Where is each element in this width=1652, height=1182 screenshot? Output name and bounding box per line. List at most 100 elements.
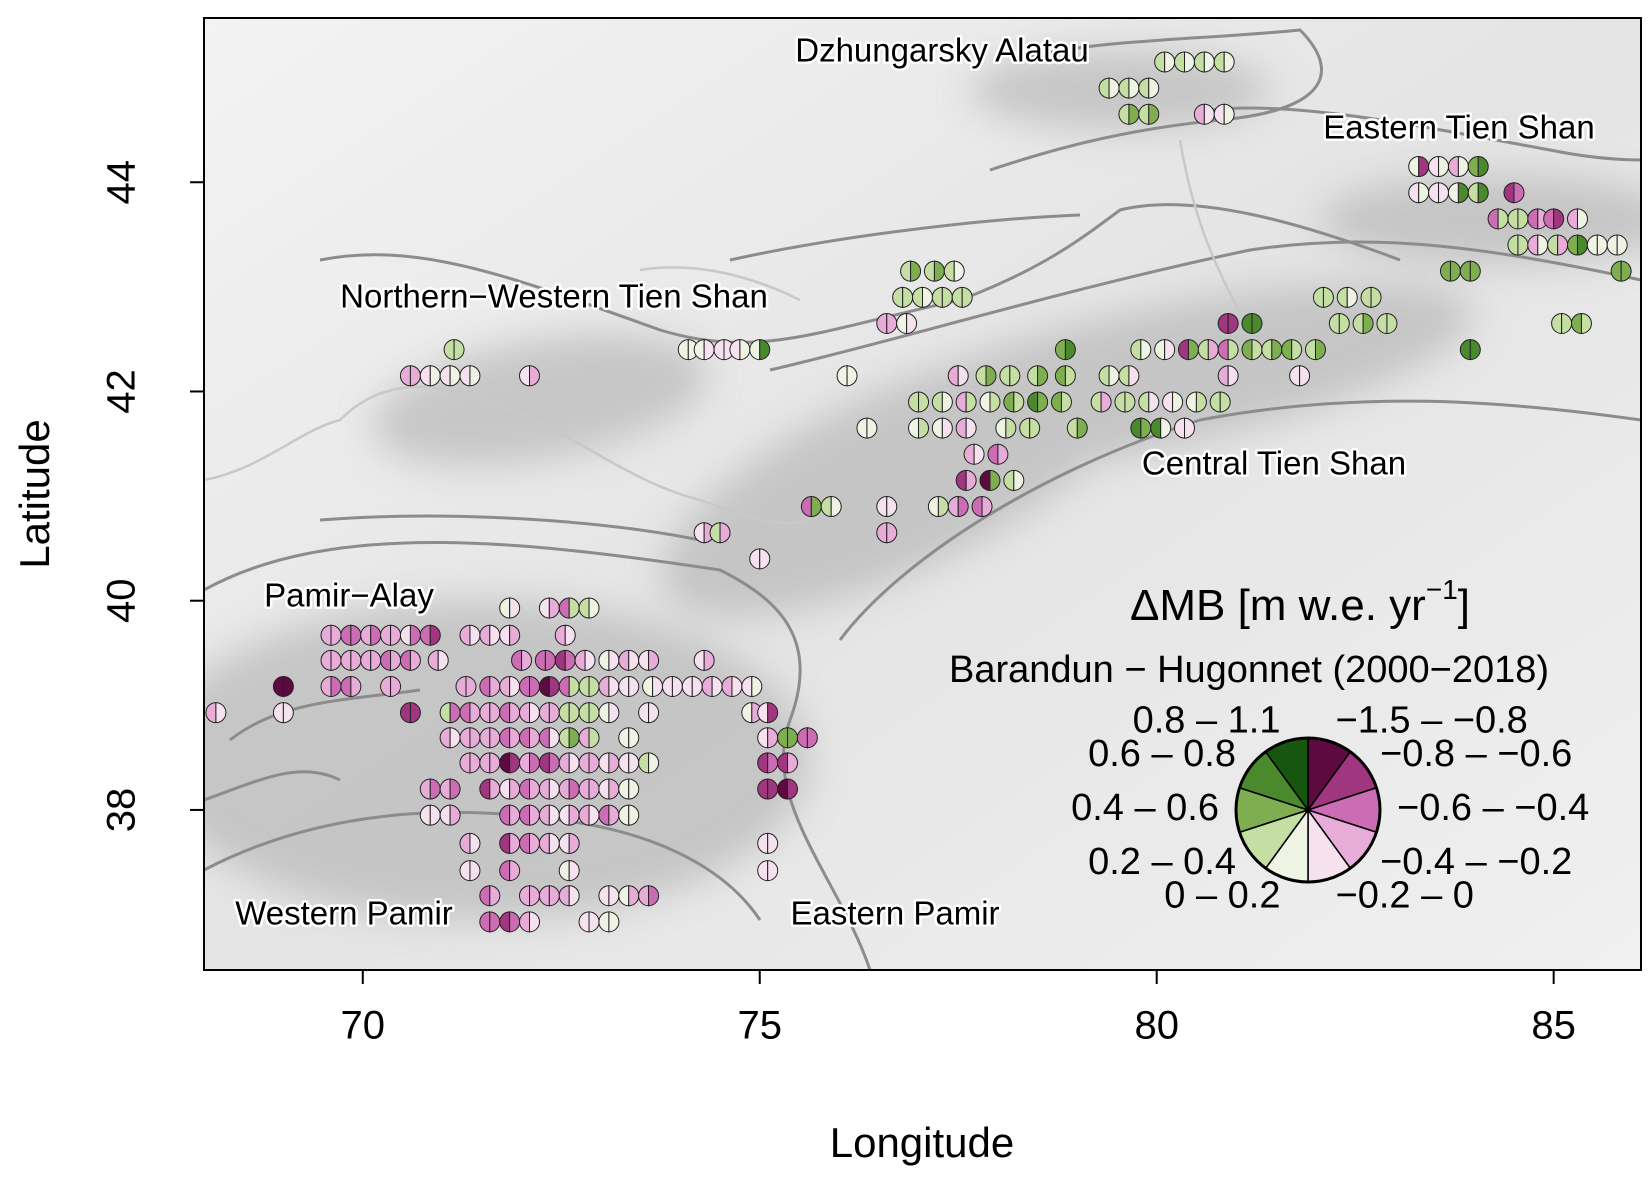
pie-right	[1064, 339, 1076, 361]
pie-right	[1338, 312, 1350, 334]
pie-left	[499, 911, 511, 933]
pie-left	[1217, 365, 1229, 387]
pie-left	[943, 260, 955, 282]
y-tick-label: 42	[100, 369, 144, 414]
pie-left	[439, 804, 451, 826]
pie-left	[693, 522, 705, 544]
pie-left	[439, 778, 451, 800]
pie-left	[923, 260, 935, 282]
pie-left	[995, 417, 1007, 439]
pie-left	[439, 365, 451, 387]
pie-right	[1124, 391, 1136, 413]
pie-left	[1312, 286, 1324, 308]
legend-title-main: ΔMB [m w.e. yr	[1130, 581, 1426, 630]
pie-right	[429, 624, 441, 646]
pie-right	[1064, 365, 1076, 387]
pie-left	[1138, 391, 1150, 413]
pie-left	[1261, 339, 1273, 361]
pie-left	[1138, 103, 1150, 125]
pie-right	[1148, 391, 1160, 413]
pie-left	[757, 778, 769, 800]
pie-right	[1580, 312, 1592, 334]
pie-right	[1370, 286, 1382, 308]
pie-left	[1209, 391, 1221, 413]
pie-right	[1013, 469, 1025, 491]
pie-right	[759, 339, 771, 361]
pie-left	[876, 522, 888, 544]
pie-left	[272, 675, 284, 697]
pie-right	[787, 752, 799, 774]
pie-right	[1148, 103, 1160, 125]
pie-left	[558, 778, 570, 800]
pie-right	[648, 752, 660, 774]
pie-left	[558, 597, 570, 619]
pie-left	[618, 649, 630, 671]
pie-left	[1003, 391, 1015, 413]
pie-right	[806, 727, 818, 749]
pie-left	[963, 443, 975, 465]
pie-right	[465, 675, 477, 697]
pie-left	[1328, 312, 1340, 334]
pie-right	[866, 417, 878, 439]
pie-left	[320, 675, 332, 697]
pie-left	[1213, 51, 1225, 73]
y-axis-label: Latitude	[11, 419, 58, 568]
pie-right	[989, 469, 1001, 491]
pie-left	[661, 675, 673, 697]
pie-right	[1576, 208, 1588, 230]
pie-left	[1019, 417, 1031, 439]
pie-right	[1227, 339, 1239, 361]
pie-left	[519, 832, 531, 854]
pie-left	[1336, 286, 1348, 308]
pie-left	[947, 496, 959, 518]
pie-left	[800, 496, 812, 518]
legend-label: −0.4 – −0.2	[1380, 841, 1572, 883]
pie-right	[628, 675, 640, 697]
pie-left	[578, 778, 590, 800]
pie-left	[459, 832, 471, 854]
region-label: Northern−Western Tien Shan	[340, 278, 768, 315]
pie-left	[1360, 286, 1372, 308]
pie-right	[628, 804, 640, 826]
pie-left	[1003, 469, 1015, 491]
legend-label: −0.2 – 0	[1336, 875, 1474, 917]
pie-right	[568, 832, 580, 854]
pie-left	[912, 286, 923, 308]
pie-right	[918, 391, 930, 413]
pie-right	[703, 649, 715, 671]
legend-label: 0.6 – 0.8	[1088, 733, 1236, 775]
pie-left	[558, 860, 570, 882]
y-tick-label: 38	[100, 788, 144, 833]
pie-right	[409, 702, 421, 724]
pie-right	[453, 339, 465, 361]
pie-left	[320, 649, 332, 671]
pie-right	[648, 885, 660, 907]
pie-left	[1281, 339, 1293, 361]
pie-right	[409, 649, 421, 671]
pie-left	[1527, 208, 1539, 230]
region-labels: Dzhungarsky Alatau Eastern Tien Shan Nor…	[233, 29, 1598, 934]
pie-right	[989, 391, 1001, 413]
pie-right	[1346, 286, 1358, 308]
pie-right	[1477, 156, 1489, 178]
pie-left	[693, 649, 705, 671]
pie-left	[578, 911, 590, 933]
pie-right	[469, 365, 481, 387]
pie-right	[1291, 339, 1303, 361]
pie-right	[509, 860, 521, 882]
pie-left	[1459, 260, 1471, 282]
pie-left	[1197, 339, 1209, 361]
pie-right	[449, 778, 461, 800]
pie-left	[1428, 156, 1440, 178]
pie-left	[205, 702, 217, 724]
pie-left	[1408, 182, 1420, 204]
pie-left	[1241, 312, 1253, 334]
pie-left	[757, 727, 769, 749]
legend-label: −0.8 – −0.6	[1380, 733, 1572, 775]
pie-left	[534, 649, 546, 671]
pie-left	[1154, 339, 1166, 361]
pie-left	[979, 391, 991, 413]
pie-right	[965, 391, 977, 413]
pie-left	[1185, 391, 1197, 413]
pie-left	[459, 727, 471, 749]
